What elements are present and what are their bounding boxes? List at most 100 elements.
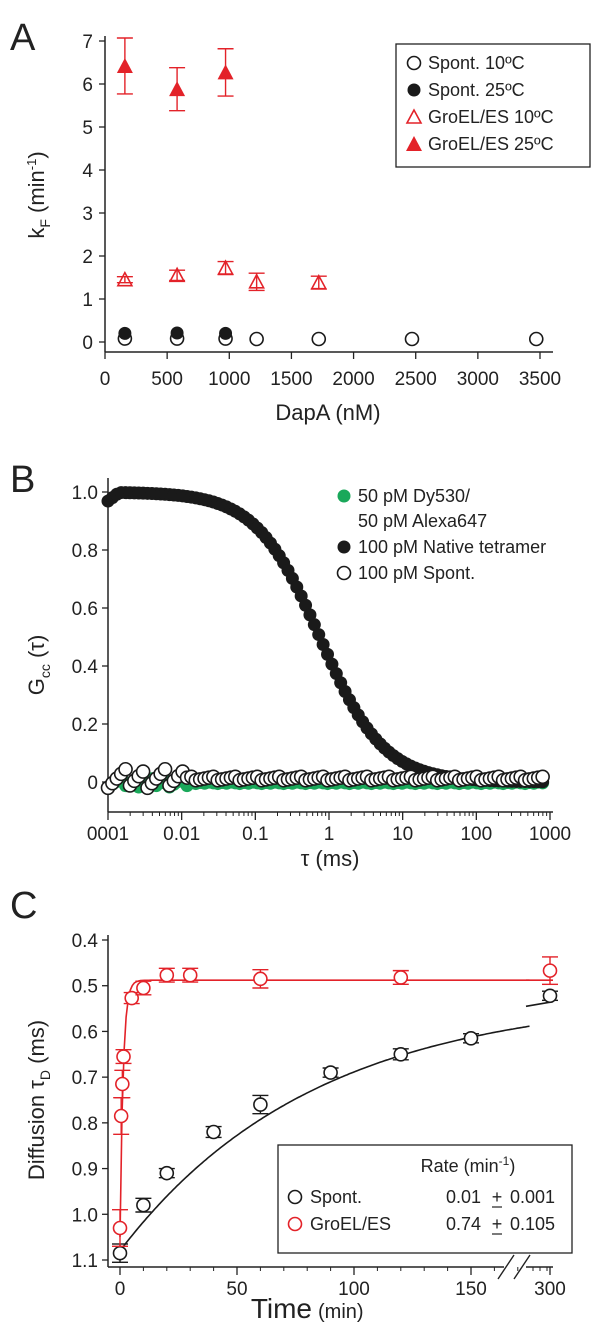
legend-error: 0.105 xyxy=(510,1214,555,1234)
x-tick-label: 2000 xyxy=(332,369,374,390)
data-point xyxy=(182,967,198,983)
legend-entry: 100 pM Spont. xyxy=(358,563,475,583)
y-tick-label: 2 xyxy=(82,247,93,268)
legend: 50 pM Dy530/50 pM Alexa647 100 pM Native … xyxy=(328,480,598,590)
x-tick-label: 0.01 xyxy=(163,824,200,845)
y-tick-label: 1.0 xyxy=(72,483,98,504)
data-point xyxy=(303,608,317,622)
x-tick-label: 1000 xyxy=(529,824,571,845)
data-point xyxy=(116,1049,131,1064)
data-point xyxy=(136,1197,151,1213)
data-point xyxy=(112,1245,128,1261)
data-point xyxy=(112,1220,128,1236)
y-tick-label: 6 xyxy=(82,75,93,96)
data-point xyxy=(404,331,420,347)
data-point xyxy=(316,638,330,652)
x-tick-label: 2500 xyxy=(395,369,437,390)
legend-entry: 100 pM Native tetramer xyxy=(358,537,546,557)
legend-plus-minus: + xyxy=(492,1187,503,1207)
panel-c-ylabel: Diffusion τD (ms) xyxy=(24,1020,53,1180)
fit-curve xyxy=(119,1025,530,1252)
y-tick-label: 0.6 xyxy=(72,1022,98,1043)
y-tick-label: 0.8 xyxy=(72,541,98,562)
data-point xyxy=(116,57,133,73)
panel-c-letter: C xyxy=(10,885,37,927)
x-tick-label: 100 xyxy=(460,824,492,845)
legend-box xyxy=(328,480,598,590)
data-point xyxy=(393,970,409,985)
data-point xyxy=(248,273,265,289)
legend-entry: 50 pM Alexa647 xyxy=(358,511,487,531)
x-tick-label: 1 xyxy=(324,824,335,845)
data-point xyxy=(219,326,233,340)
data-point xyxy=(116,270,134,287)
panel-b-letter: B xyxy=(10,459,35,501)
y-tick-label: 0.9 xyxy=(72,1160,98,1181)
data-point xyxy=(528,331,544,347)
x-tick-label: 0.1 xyxy=(242,824,268,845)
panel-b-ylabel: Gcc (τ) xyxy=(24,635,53,696)
y-tick-label: 0.5 xyxy=(72,977,98,998)
data-point xyxy=(253,971,268,987)
data-point xyxy=(159,967,175,983)
data-point xyxy=(542,963,558,978)
data-point xyxy=(168,266,186,283)
data-point xyxy=(159,1165,175,1181)
y-tick-label: 7 xyxy=(82,32,93,53)
data-point xyxy=(157,761,173,777)
data-point xyxy=(118,326,132,340)
x-tick-label: 3500 xyxy=(519,369,561,390)
legend-marker xyxy=(337,540,351,554)
legend-entry: 50 pM Dy530/ xyxy=(358,486,470,506)
data-point xyxy=(118,761,133,777)
y-tick-label: 0.4 xyxy=(72,931,99,952)
legend-entry: Spont. xyxy=(310,1187,362,1207)
axis-break-mark xyxy=(513,1254,531,1280)
legend-plus-minus: + xyxy=(492,1214,503,1234)
x-tick-label: 1000 xyxy=(208,369,250,390)
x-tick-label: 500 xyxy=(151,369,183,390)
panel-c-xlabel: Time xyxy=(251,1293,312,1324)
y-tick-label: 1 xyxy=(82,290,93,311)
y-tick-label: 0.7 xyxy=(72,1068,98,1089)
data-point xyxy=(463,1030,479,1046)
y-tick-label: 0 xyxy=(87,773,98,794)
legend-entry: Spont. 10ºC xyxy=(428,53,525,73)
axis-break-mark xyxy=(497,1254,515,1280)
legend-entry: GroEL/ES xyxy=(310,1214,391,1234)
data-point xyxy=(169,81,186,97)
data-point xyxy=(206,1124,221,1140)
data-point xyxy=(124,990,139,1006)
legend-rate: 0.01 xyxy=(446,1187,481,1207)
legend: Rate (min-1) Spont. 0.01 +0.001 GroEL/ES 0.74… xyxy=(277,1144,573,1254)
data-point xyxy=(307,618,321,632)
legend-marker xyxy=(405,108,423,124)
data-point xyxy=(311,331,327,347)
data-point xyxy=(136,980,151,996)
panel-c-chart: 0.4 0.5 0.6 0.7 0.8 0.9 1.0 1.1 0 50 100 150 300 Rate… xyxy=(72,931,573,1300)
legend-marker xyxy=(407,83,421,97)
y-tick-label: 0.8 xyxy=(72,1114,98,1135)
data-point xyxy=(393,1046,409,1062)
data-point xyxy=(321,647,335,661)
panel-b-chart: 0 0.2 0.4 0.6 0.8 1.0 0001 0.01 0.1 1 10 100 1000 50 … xyxy=(72,478,598,845)
y-tick-label: 3 xyxy=(82,204,93,225)
data-point xyxy=(217,64,234,80)
panel-a-ylabel: kF (min-1) xyxy=(24,151,53,238)
data-point xyxy=(253,1097,268,1112)
legend-marker xyxy=(406,55,422,71)
legend-marker xyxy=(336,565,352,581)
y-tick-label: 4 xyxy=(82,161,93,182)
y-tick-label: 0.6 xyxy=(72,599,98,620)
legend-entry: GroEL/ES 25ºC xyxy=(428,134,554,154)
x-tick-label: 1500 xyxy=(270,369,312,390)
panel-c-xlabel-unit: (min) xyxy=(318,1301,364,1323)
x-tick-label: 0001 xyxy=(87,824,129,845)
data-point xyxy=(249,331,264,347)
legend-marker xyxy=(406,136,422,151)
x-tick-label: 0 xyxy=(115,1279,126,1300)
data-point xyxy=(310,273,328,290)
x-tick-label: 0 xyxy=(100,369,111,390)
y-tick-label: 0.4 xyxy=(72,657,99,678)
